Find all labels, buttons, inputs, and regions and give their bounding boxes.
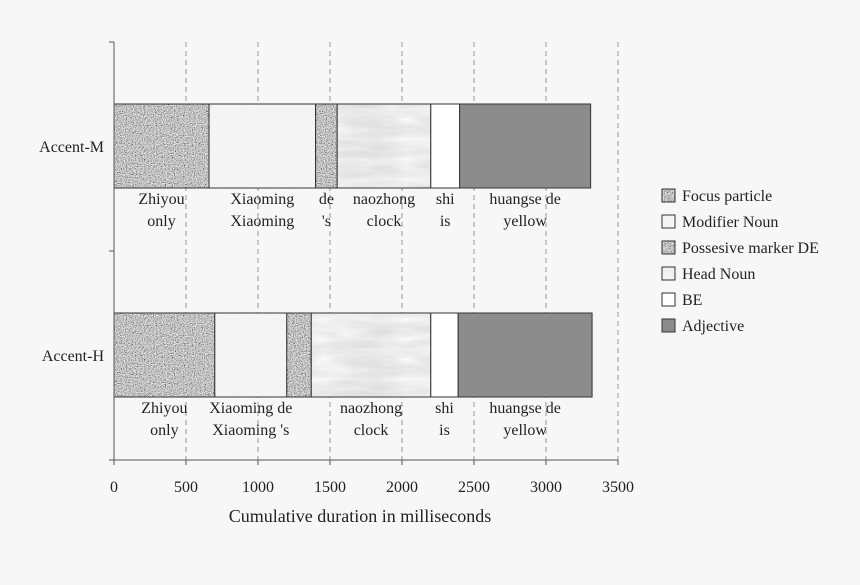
legend-swatch xyxy=(661,292,676,307)
bar-segment xyxy=(430,103,461,189)
legend-label: Focus particle xyxy=(682,188,772,205)
segment-label: is xyxy=(440,213,451,230)
category-label: Accent-H xyxy=(42,348,105,365)
bar-segment xyxy=(310,312,432,398)
legend-label: Adjective xyxy=(682,318,744,335)
x-tick-label: 2000 xyxy=(386,479,418,496)
bar-segment xyxy=(286,312,312,398)
bar-segment xyxy=(214,312,288,398)
bar-segment xyxy=(208,103,317,189)
segment-label: shi xyxy=(435,400,454,417)
segment-label: 's xyxy=(322,213,331,230)
x-tick-label: 2500 xyxy=(458,479,490,496)
segment-label: only xyxy=(147,213,175,230)
segment-label: Xiaoming xyxy=(230,213,294,230)
segment-label: naozhong xyxy=(353,191,415,208)
segment-label: Zhiyou xyxy=(138,191,184,208)
segment-label: huangse de xyxy=(489,191,561,208)
segment-label: naozhong xyxy=(340,400,402,417)
bar-segment xyxy=(113,312,216,398)
bar-segment xyxy=(113,103,210,189)
category-label: Accent-M xyxy=(39,139,104,156)
legend-swatch xyxy=(661,188,676,203)
segment-label: huangse de xyxy=(489,400,561,417)
legend-label: Possesive marker DE xyxy=(682,240,819,257)
segment-label: yellow xyxy=(503,213,547,230)
grid-layer xyxy=(185,42,619,460)
segment-label: Zhiyou xyxy=(141,400,187,417)
legend-label: Head Noun xyxy=(682,266,755,283)
x-tick-label: 1500 xyxy=(314,479,346,496)
axis-layer xyxy=(109,41,619,465)
bar-segment xyxy=(430,312,459,398)
segment-label: de xyxy=(319,191,334,208)
segment-label: clock xyxy=(354,422,389,439)
legend: Focus particle Modifier Noun Possesive mar… xyxy=(661,188,819,335)
x-tick-label: 3000 xyxy=(530,479,562,496)
x-tick-label: 3500 xyxy=(602,479,634,496)
bar-segment xyxy=(336,103,432,189)
segment-label: yellow xyxy=(503,422,547,439)
legend-swatch xyxy=(661,240,676,255)
legend-swatch xyxy=(661,214,676,229)
legend-swatch xyxy=(661,266,676,281)
labels-layer: 0 500 1000 1500 2000 2500 3000 3500 Accent-M Zhiy… xyxy=(39,139,634,496)
segment-label: is xyxy=(439,422,450,439)
bar-segment xyxy=(459,103,592,189)
bars-layer xyxy=(113,103,593,398)
legend-swatch xyxy=(661,318,676,333)
segment-label: only xyxy=(150,422,178,439)
legend-label: Modifier Noun xyxy=(682,214,778,231)
segment-label: clock xyxy=(367,213,402,230)
segment-label: Xiaoming 's xyxy=(212,422,289,439)
segment-label: Xiaoming de xyxy=(209,400,292,417)
segment-label: shi xyxy=(436,191,455,208)
x-tick-label: 0 xyxy=(110,479,118,496)
bar-segment xyxy=(315,103,338,189)
x-tick-label: 1000 xyxy=(242,479,274,496)
segment-label: Xiaoming xyxy=(230,191,294,208)
x-axis-title: Cumulative duration in milliseconds xyxy=(229,506,491,526)
legend-label: BE xyxy=(682,292,702,309)
x-tick-label: 500 xyxy=(174,479,198,496)
bar-segment xyxy=(457,312,593,398)
